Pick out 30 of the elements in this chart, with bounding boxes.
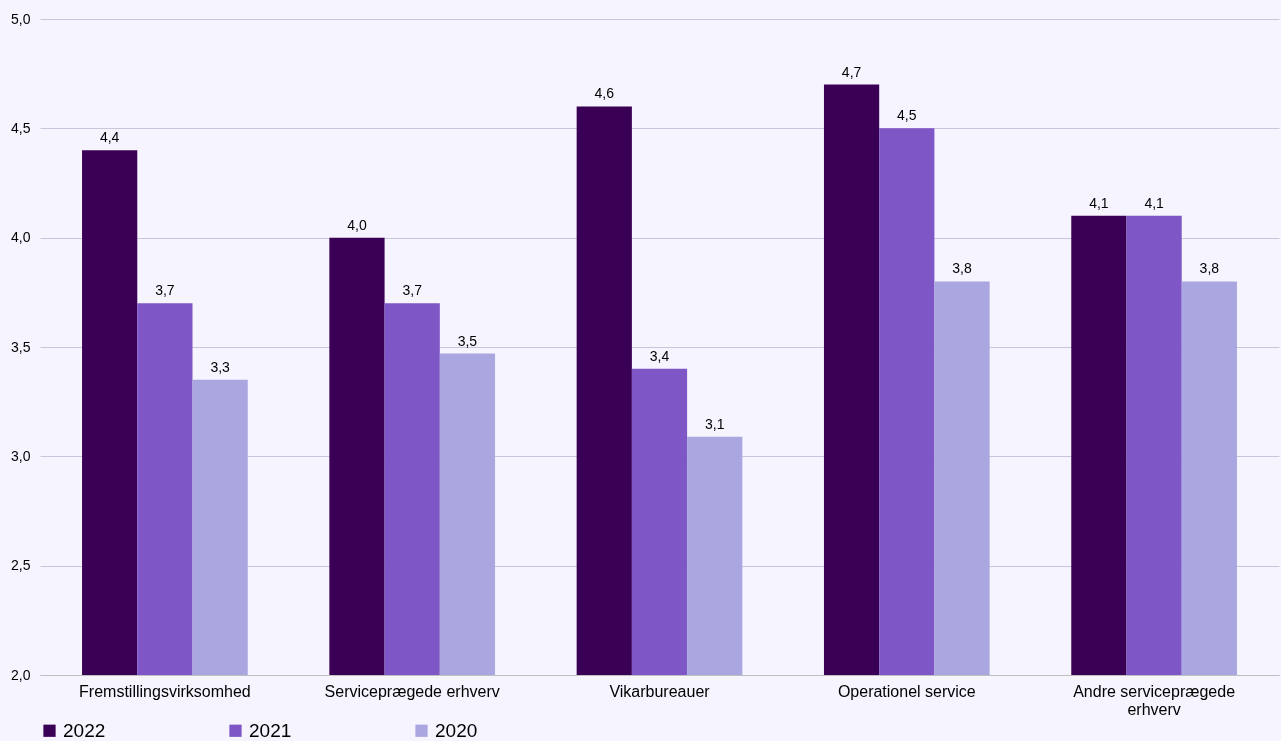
data-label: 3,1	[705, 415, 725, 432]
y-tick-label: 4,5	[11, 119, 31, 136]
data-label: 4,1	[1144, 194, 1165, 211]
data-label: 4,6	[594, 85, 615, 102]
legend-label: 2021	[249, 719, 292, 741]
y-tick-label: 2,0	[11, 666, 31, 683]
legend-label: 2020	[435, 719, 478, 741]
y-tick-label: 5,0	[11, 10, 31, 27]
data-label: 3,5	[457, 332, 478, 349]
data-label: 4,1	[1089, 194, 1109, 211]
x-tick-label: Fremstillingsvirksomhed	[79, 682, 251, 700]
data-label: 3,8	[952, 260, 972, 277]
data-label: 3,7	[402, 282, 423, 299]
x-tick-label: Andre serviceprægede erhverv	[1073, 682, 1236, 718]
data-label: 4,5	[897, 107, 917, 124]
y-tick-label: 3,5	[11, 338, 31, 355]
data-label: 4,0	[347, 216, 367, 233]
y-tick-label: 4,0	[11, 229, 31, 246]
y-tick-label: 2,5	[11, 557, 31, 574]
data-label: 3,7	[155, 282, 175, 299]
data-label: 3,3	[210, 358, 231, 375]
x-tick-label: Vikarbureauer	[609, 682, 711, 700]
data-label: 3,4	[649, 347, 670, 364]
legend-label: 2022	[63, 719, 106, 741]
x-tick-label: Serviceprægede erhverv	[324, 682, 500, 700]
data-label: 4,4	[99, 129, 120, 146]
data-label: 4,7	[841, 63, 862, 80]
x-tick-label: Operationel service	[837, 682, 976, 700]
y-tick-label: 3,0	[11, 447, 31, 464]
data-label: 3,8	[1199, 260, 1220, 277]
